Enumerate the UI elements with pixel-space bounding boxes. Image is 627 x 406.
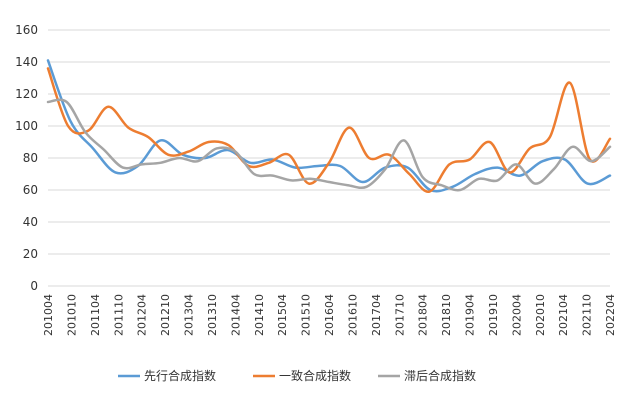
x-tick-label: 202204 — [604, 294, 617, 336]
x-tick-label: 201604 — [323, 294, 336, 336]
x-axis-ticks: 201004 201010 201104 201110 201204 201210 2013… — [42, 294, 617, 336]
x-tick-label: 202110 — [581, 294, 594, 336]
x-tick-label: 201610 — [346, 294, 359, 336]
x-tick-label: 202010 — [534, 294, 547, 336]
x-tick-label: 201404 — [229, 294, 242, 336]
x-tick-label: 201304 — [183, 294, 196, 336]
y-tick-label: 40 — [23, 215, 38, 229]
y-axis-ticks: 0 20 40 60 80 100 120 140 160 — [15, 23, 38, 293]
y-tick-label: 100 — [15, 119, 38, 133]
series-lines — [46, 59, 612, 193]
x-tick-label: 201804 — [417, 294, 430, 336]
legend-label-1: 先行合成指数 — [144, 368, 216, 383]
gridlines — [48, 29, 610, 287]
x-tick-label: 201210 — [159, 294, 172, 336]
x-tick-label: 201310 — [206, 294, 219, 336]
x-tick-label: 201110 — [112, 294, 125, 336]
x-tick-label: 201010 — [65, 294, 78, 336]
x-tick-label: 202004 — [510, 294, 523, 336]
x-tick-label: 201510 — [300, 294, 313, 336]
legend: 先行合成指数 一致合成指数 滞后合成指数 — [118, 368, 476, 383]
y-tick-label: 120 — [15, 87, 38, 101]
x-tick-label: 201904 — [464, 294, 477, 336]
x-tick-label: 201504 — [276, 294, 289, 336]
y-tick-label: 160 — [15, 23, 38, 37]
y-tick-label: 140 — [15, 55, 38, 69]
x-tick-label: 201410 — [253, 294, 266, 336]
x-tick-label: 201810 — [440, 294, 453, 336]
x-tick-label: 201204 — [136, 294, 149, 336]
x-tick-label: 201710 — [393, 294, 406, 336]
series-line-3 — [46, 98, 612, 192]
x-tick-label: 201704 — [370, 294, 383, 336]
y-tick-label: 60 — [23, 183, 38, 197]
series-line-2 — [46, 67, 612, 193]
x-tick-label: 202104 — [557, 294, 570, 336]
x-tick-label: 201104 — [89, 294, 102, 336]
legend-label-2: 一致合成指数 — [279, 368, 351, 383]
x-tick-label: 201004 — [42, 294, 55, 336]
y-tick-label: 0 — [30, 279, 38, 293]
y-tick-label: 20 — [23, 247, 38, 261]
x-tick-label: 201910 — [487, 294, 500, 336]
y-tick-label: 80 — [23, 151, 38, 165]
legend-label-3: 滞后合成指数 — [404, 368, 476, 383]
